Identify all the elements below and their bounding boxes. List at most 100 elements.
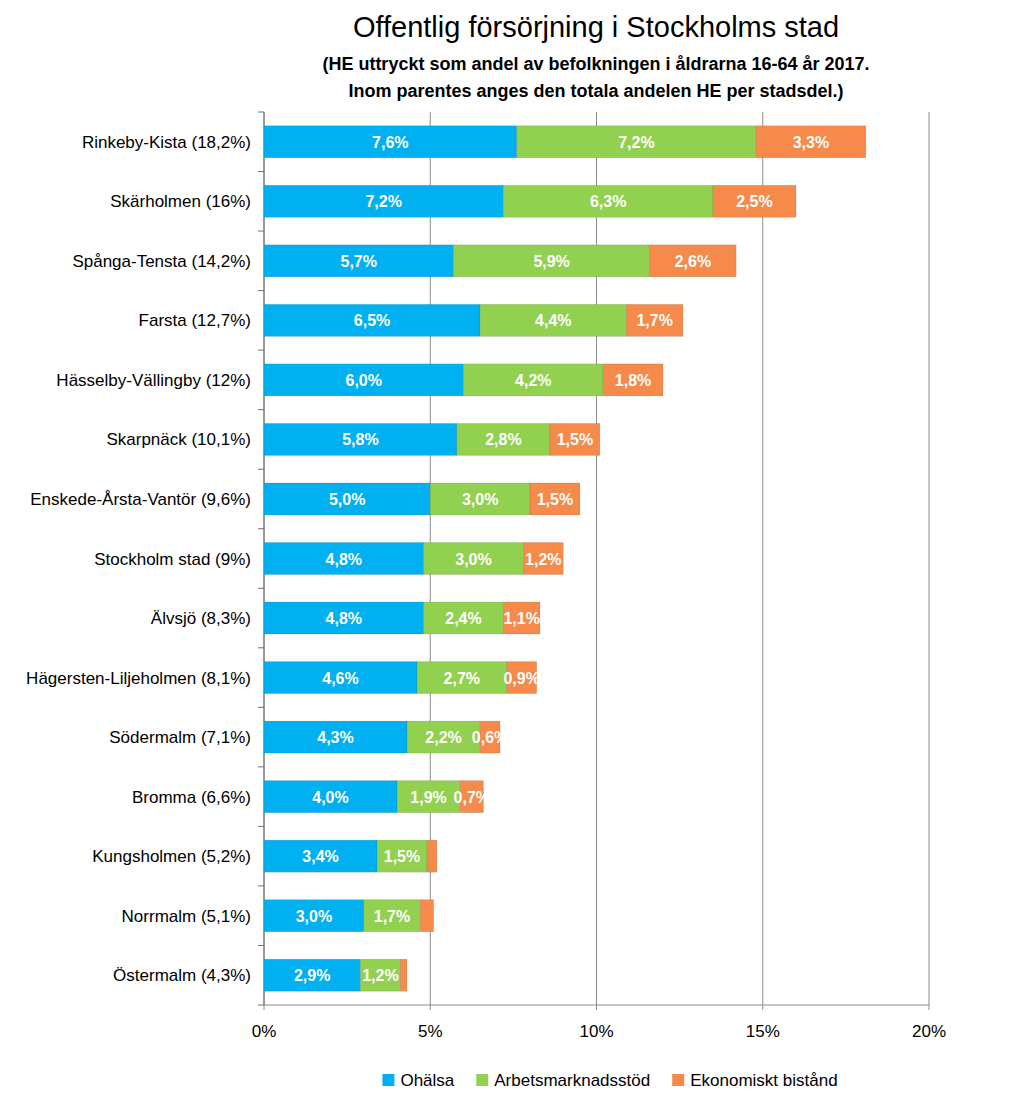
bar-segment [264,721,407,753]
category-label: Rinkeby-Kista (18,2%) [82,133,251,152]
legend-swatch [672,1074,684,1086]
category-separator [258,647,264,648]
bar-segment [264,900,364,932]
bar-segment [360,959,400,991]
category-separator [258,350,264,351]
data-label: 2,7% [444,670,480,687]
bar-segment [397,781,460,813]
bar-segment [454,245,650,277]
data-label: 1,2% [362,967,398,984]
bar-segment [417,662,507,694]
bar-segment [377,840,427,872]
bar-segment [264,185,503,217]
category-separator [258,528,264,529]
data-label: 1,8% [615,372,651,389]
tick-mark [264,1005,265,1010]
data-label: 3,3% [793,134,829,151]
subtitle: (HE uttryckt som andel av befolkningen i… [322,54,869,74]
data-label: 4,4% [535,312,571,329]
category-label: Älvsjö (8,3%) [151,609,251,628]
category-separator [258,945,264,946]
title: Offentlig försörjning i Stockholms stad [353,11,839,43]
bar-segment [264,959,360,991]
tick-label: 0% [252,1022,277,1041]
category-separator [258,707,264,708]
bar-segment [264,662,417,694]
tick-label: 15% [746,1022,780,1041]
bar-segment [530,483,580,515]
category-separator [258,112,264,113]
data-label: 3,4% [302,848,338,865]
tick-mark [762,1005,763,1010]
bar-segment [264,423,457,455]
data-label: 1,7% [374,908,410,925]
category-separator [258,290,264,291]
legend-label: Arbetsmarknadsstöd [494,1071,650,1090]
data-label: 2,5% [736,193,772,210]
bar-segment [464,364,604,396]
data-label: 1,7% [636,312,672,329]
data-label: 1,9% [410,789,446,806]
data-label: 4,8% [326,551,362,568]
bar-segment [264,543,424,575]
bar-segment [650,245,736,277]
category-label: Spånga-Tensta (14,2%) [72,252,251,271]
data-labels: 7,6%7,2%5,7%6,5%6,0%5,8%5,0%4,8%4,8%4,6%… [294,134,829,984]
bar-segment [424,602,504,634]
data-label: 1,2% [525,551,561,568]
chart: Offentlig försörjning i Stockholms stad (… [0,0,1024,1098]
data-label: 7,2% [618,134,654,151]
legend-label: Ohälsa [400,1071,454,1090]
tick-mark [929,1005,930,1010]
bar-segment [503,602,540,634]
data-label: 5,9% [533,253,569,270]
bar-segment [424,543,524,575]
bar-segment [264,602,424,634]
category-label: Kungsholmen (5,2%) [92,847,251,866]
data-label: 5,0% [329,491,365,508]
data-label: 5,7% [341,253,377,270]
category-label: Skärholmen (16%) [110,192,251,211]
data-label: 0,7% [454,789,490,806]
bar-segment [264,364,464,396]
bar-segment [626,304,683,336]
category-label: Hägersten-Liljeholmen (8,1%) [26,669,251,688]
bar-segment [503,185,712,217]
data-label: 1,1% [503,610,539,627]
tick-label: 10% [579,1022,613,1041]
data-label: 6,5% [354,312,390,329]
tick-label: 20% [912,1022,946,1041]
category-label: Farsta (12,7%) [139,311,251,330]
data-label: 1,5% [537,491,573,508]
data-label: 5,8% [342,431,378,448]
bar-segment [480,304,626,336]
category-separator [258,171,264,172]
bar-segment [400,959,407,991]
data-label: 7,2% [365,193,401,210]
category-label: Skarpnäck (10,1%) [106,430,251,449]
bar-segment [430,483,530,515]
tick-label: 5% [418,1022,443,1041]
data-label: 4,6% [322,670,358,687]
tick-mark [596,1005,597,1010]
data-label: 6,3% [590,193,626,210]
category-label: Stockholm stad (9%) [94,550,251,569]
data-label: 3,0% [455,551,491,568]
category-label: Östermalm (4,3%) [113,966,251,985]
data-label: 2,8% [485,431,521,448]
bar-segment [457,423,550,455]
bar-segment [264,781,397,813]
subtitle: Inom parentes anges den totala andelen H… [348,81,843,101]
category-separator [258,885,264,886]
data-label: 0,9% [503,670,539,687]
bars [264,126,866,991]
data-label: 7,6% [372,134,408,151]
category-label: Enskede-Årsta-Vantör (9,6%) [30,490,251,509]
legend-label: Ekonomiskt bistånd [690,1071,837,1090]
grid-line [929,112,930,1005]
bar-segment [756,126,866,158]
x-axis-line [264,1005,929,1006]
bar-segment [550,423,600,455]
category-label: Södermalm (7,1%) [109,728,251,747]
data-label: 4,2% [515,372,551,389]
